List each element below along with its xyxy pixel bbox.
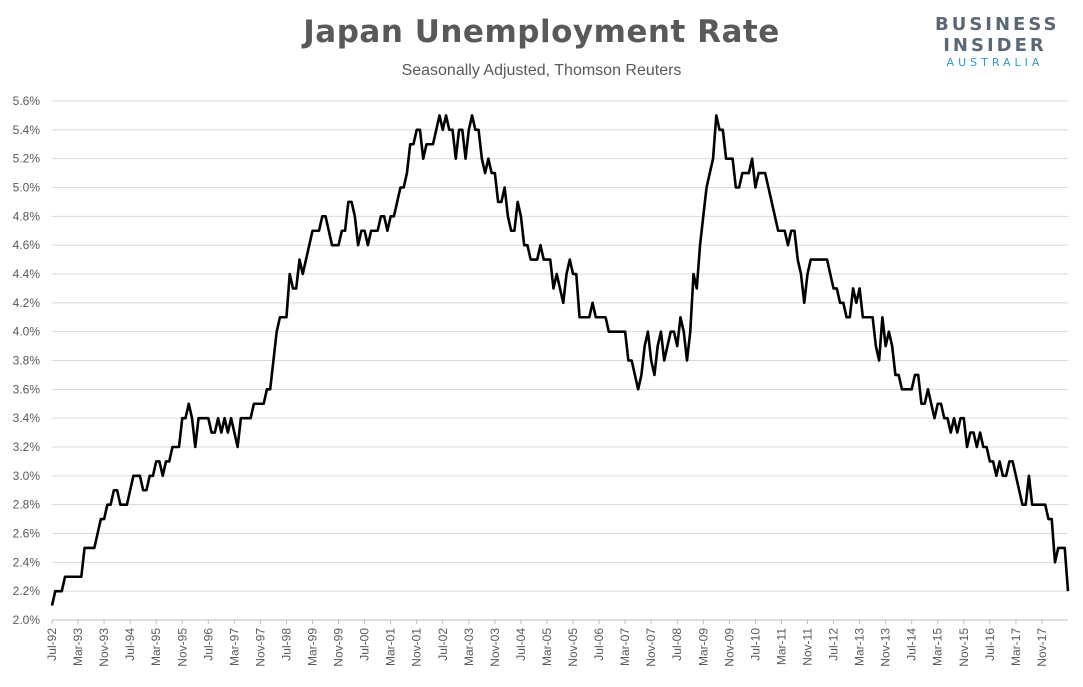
x-tick-label: Mar-09 bbox=[696, 628, 710, 666]
y-tick-label: 4.2% bbox=[13, 296, 41, 310]
x-tick-label: Mar-11 bbox=[774, 628, 788, 665]
x-tick-label: Nov-07 bbox=[644, 628, 658, 667]
x-tick-label: Nov-11 bbox=[800, 628, 814, 666]
x-tick-label: Mar-01 bbox=[384, 628, 398, 666]
x-tick-label: Mar-07 bbox=[618, 628, 632, 666]
x-tick-label: Jul-92 bbox=[45, 628, 59, 661]
x-tick-label: Jul-14 bbox=[905, 628, 919, 661]
y-tick-label: 4.6% bbox=[13, 238, 41, 252]
x-tick-label: Jul-94 bbox=[123, 628, 137, 661]
y-tick-label: 2.8% bbox=[13, 498, 41, 512]
y-tick-label: 3.2% bbox=[13, 440, 41, 454]
x-tick-label: Mar-99 bbox=[306, 628, 320, 666]
logo-line-3: AUSTRALIA bbox=[946, 56, 1044, 69]
logo-line-1: BUSINESS bbox=[935, 14, 1060, 35]
x-tick-label: Jul-96 bbox=[201, 628, 215, 661]
y-tick-label: 4.8% bbox=[13, 209, 41, 223]
x-tick-label: Nov-95 bbox=[175, 628, 189, 667]
x-tick-label: Jul-16 bbox=[983, 628, 997, 661]
y-tick-label: 5.4% bbox=[13, 123, 41, 137]
x-tick-label: Jul-98 bbox=[279, 628, 293, 661]
x-tick-label: Nov-05 bbox=[566, 628, 580, 667]
x-tick-label: Nov-93 bbox=[97, 628, 111, 667]
y-tick-label: 2.0% bbox=[13, 613, 41, 627]
x-tick-label: Mar-93 bbox=[71, 628, 85, 666]
x-tick-label: Mar-15 bbox=[931, 628, 945, 666]
x-axis: Jul-92 Mar-93 Nov-93 Jul-94 Mar-95 Nov-95 Jul-… bbox=[45, 620, 1049, 667]
chart-subtitle: Seasonally Adjusted, Thomson Reuters bbox=[401, 62, 682, 79]
y-tick-label: 3.8% bbox=[13, 354, 41, 368]
x-tick-label: Nov-09 bbox=[722, 628, 736, 667]
y-tick-label: 4.0% bbox=[13, 325, 41, 339]
y-tick-label: 5.6% bbox=[13, 94, 41, 108]
x-tick-label: Nov-97 bbox=[253, 628, 267, 667]
x-tick-label: Nov-13 bbox=[879, 628, 893, 667]
y-tick-label: 5.0% bbox=[13, 181, 41, 195]
x-tick-label: Jul-00 bbox=[358, 628, 372, 661]
x-tick-label: Mar-95 bbox=[149, 628, 163, 666]
y-tick-label: 3.0% bbox=[13, 469, 41, 483]
x-tick-label: Nov-17 bbox=[1035, 628, 1049, 667]
x-tick-label: Nov-15 bbox=[957, 628, 971, 667]
y-tick-label: 2.6% bbox=[13, 527, 41, 541]
business-insider-logo: BUSINESS INSIDER AUSTRALIA bbox=[935, 14, 1060, 70]
x-tick-label: Nov-99 bbox=[332, 628, 346, 667]
x-tick-label: Jul-04 bbox=[514, 628, 528, 661]
chart-title: Japan Unemployment Rate bbox=[303, 14, 780, 50]
x-tick-label: Jul-10 bbox=[748, 628, 762, 661]
y-tick-label: 3.6% bbox=[13, 382, 41, 396]
series-line bbox=[50, 114, 1070, 606]
logo-line-2: INSIDER bbox=[943, 35, 1047, 56]
y-tick-label: 3.4% bbox=[13, 411, 41, 425]
x-tick-label: Nov-01 bbox=[410, 628, 424, 667]
x-tick-label: Mar-97 bbox=[227, 628, 241, 666]
x-tick-label: Jul-06 bbox=[592, 628, 606, 661]
gridlines bbox=[52, 100, 1068, 621]
y-tick-label: 2.2% bbox=[13, 584, 41, 598]
y-axis: 2.0% 2.2% 2.4% 2.6% 2.8% 3.0% 3.2% 3.4% 3.6% 3.8%… bbox=[13, 94, 41, 627]
x-tick-label: Jul-02 bbox=[436, 628, 450, 661]
x-tick-label: Nov-03 bbox=[488, 628, 502, 667]
x-tick-label: Mar-03 bbox=[462, 628, 476, 666]
x-tick-label: Mar-13 bbox=[853, 628, 867, 666]
x-tick-label: Mar-17 bbox=[1009, 628, 1023, 666]
x-tick-label: Mar-05 bbox=[540, 628, 554, 666]
y-tick-label: 2.4% bbox=[13, 555, 41, 569]
x-tick-label: Jul-12 bbox=[827, 628, 841, 661]
x-tick-label: Jul-08 bbox=[670, 628, 684, 661]
y-tick-label: 5.2% bbox=[13, 152, 41, 166]
y-tick-label: 4.4% bbox=[13, 267, 41, 281]
